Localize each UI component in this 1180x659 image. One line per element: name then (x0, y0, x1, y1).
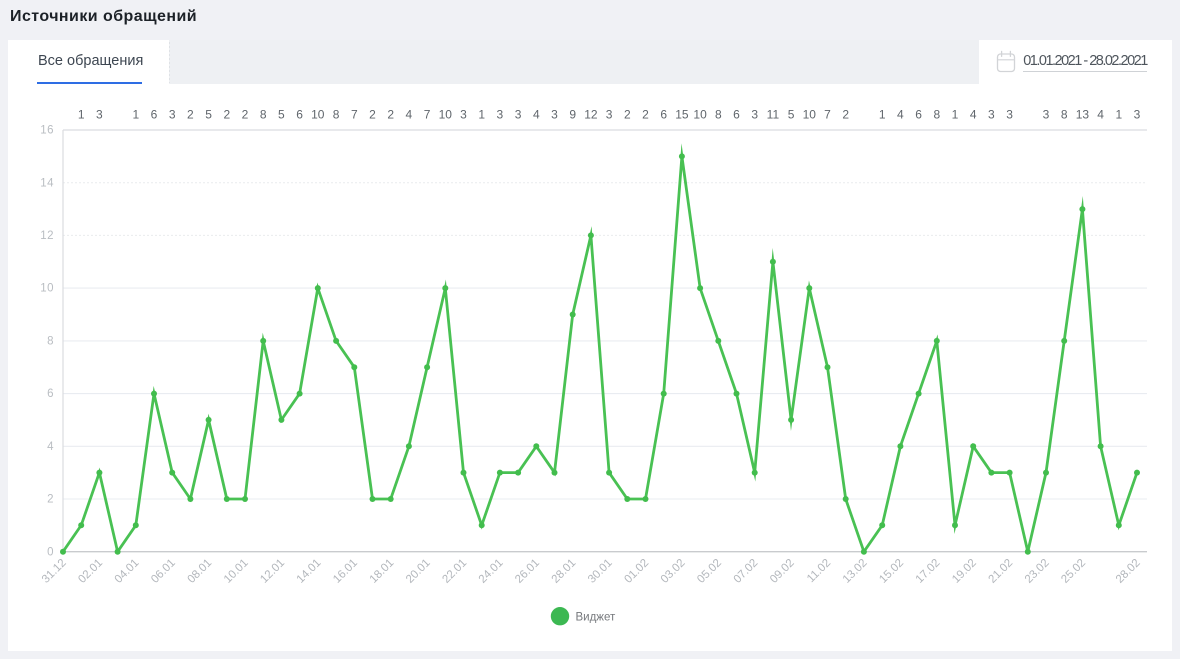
svg-text:3: 3 (751, 108, 758, 122)
svg-text:8: 8 (260, 108, 267, 122)
svg-text:8: 8 (933, 108, 940, 122)
svg-text:1: 1 (879, 108, 886, 122)
svg-text:14.01: 14.01 (295, 557, 324, 586)
svg-text:2: 2 (47, 494, 54, 506)
svg-text:1: 1 (478, 108, 485, 122)
svg-text:22.01: 22.01 (440, 557, 469, 586)
svg-text:7: 7 (351, 108, 358, 122)
svg-text:2: 2 (242, 108, 249, 122)
svg-text:04.01: 04.01 (113, 557, 142, 586)
svg-text:14: 14 (40, 177, 54, 189)
svg-text:3: 3 (515, 108, 522, 122)
svg-text:15: 15 (675, 108, 689, 122)
svg-text:3: 3 (551, 108, 558, 122)
svg-text:7: 7 (824, 108, 831, 122)
svg-text:3: 3 (169, 108, 176, 122)
svg-text:4: 4 (47, 441, 54, 453)
svg-text:10: 10 (803, 108, 817, 122)
svg-text:3: 3 (1043, 108, 1050, 122)
svg-text:2: 2 (387, 108, 394, 122)
svg-text:3: 3 (1134, 108, 1141, 122)
svg-text:17.02: 17.02 (914, 557, 943, 586)
svg-text:05.02: 05.02 (695, 557, 724, 586)
svg-text:6: 6 (733, 108, 740, 122)
svg-text:15.02: 15.02 (877, 557, 906, 586)
svg-text:2: 2 (624, 108, 631, 122)
svg-text:13.02: 13.02 (841, 557, 870, 586)
svg-text:7: 7 (424, 108, 431, 122)
svg-text:1: 1 (1115, 108, 1122, 122)
svg-text:10: 10 (693, 108, 707, 122)
svg-text:8: 8 (47, 336, 54, 348)
svg-text:3: 3 (460, 108, 467, 122)
svg-text:21.02: 21.02 (986, 557, 1015, 586)
svg-text:01.02: 01.02 (622, 557, 651, 586)
svg-text:Виджет: Виджет (576, 612, 617, 624)
svg-text:6: 6 (151, 108, 158, 122)
svg-text:03.02: 03.02 (659, 557, 688, 586)
svg-text:06.01: 06.01 (149, 557, 178, 586)
svg-text:10.01: 10.01 (222, 557, 251, 586)
svg-text:2: 2 (369, 108, 376, 122)
svg-text:4: 4 (533, 108, 540, 122)
svg-text:28.02: 28.02 (1114, 557, 1143, 586)
svg-text:19.02: 19.02 (950, 557, 979, 586)
svg-text:3: 3 (96, 108, 103, 122)
svg-text:28.01: 28.01 (550, 557, 579, 586)
svg-text:3: 3 (497, 108, 504, 122)
svg-text:07.02: 07.02 (732, 557, 761, 586)
svg-text:4: 4 (1097, 108, 1104, 122)
svg-text:12: 12 (584, 108, 598, 122)
svg-text:1: 1 (952, 108, 959, 122)
svg-text:3: 3 (988, 108, 995, 122)
svg-text:5: 5 (788, 108, 795, 122)
svg-text:6: 6 (915, 108, 922, 122)
svg-text:10: 10 (439, 108, 453, 122)
svg-text:1: 1 (132, 108, 139, 122)
svg-text:2: 2 (642, 108, 649, 122)
svg-text:30.01: 30.01 (586, 557, 615, 586)
svg-text:13: 13 (1076, 108, 1090, 122)
svg-text:08.01: 08.01 (185, 557, 214, 586)
svg-text:16.01: 16.01 (331, 557, 360, 586)
svg-text:09.02: 09.02 (768, 557, 797, 586)
svg-text:6: 6 (296, 108, 303, 122)
svg-text:9: 9 (569, 108, 576, 122)
svg-text:26.01: 26.01 (513, 557, 542, 586)
svg-text:16: 16 (40, 125, 54, 137)
svg-text:12: 12 (40, 230, 54, 242)
svg-text:18.01: 18.01 (368, 557, 397, 586)
svg-text:8: 8 (1061, 108, 1068, 122)
svg-text:8: 8 (715, 108, 722, 122)
svg-text:5: 5 (278, 108, 285, 122)
svg-text:4: 4 (970, 108, 977, 122)
svg-text:3: 3 (1006, 108, 1013, 122)
svg-text:31.12: 31.12 (40, 557, 69, 586)
svg-text:24.01: 24.01 (477, 557, 506, 586)
svg-text:12.01: 12.01 (258, 557, 287, 586)
svg-text:23.02: 23.02 (1023, 557, 1052, 586)
svg-text:3: 3 (606, 108, 613, 122)
svg-text:02.01: 02.01 (76, 557, 105, 586)
svg-text:10: 10 (40, 283, 54, 295)
svg-text:25.02: 25.02 (1059, 557, 1088, 586)
svg-text:10: 10 (311, 108, 325, 122)
svg-text:5: 5 (205, 108, 212, 122)
svg-text:4: 4 (406, 108, 413, 122)
svg-text:11: 11 (767, 108, 780, 122)
svg-text:6: 6 (47, 388, 54, 400)
svg-text:11.02: 11.02 (805, 557, 833, 585)
svg-text:2: 2 (223, 108, 230, 122)
svg-text:6: 6 (660, 108, 667, 122)
svg-text:20.01: 20.01 (404, 557, 433, 586)
svg-text:2: 2 (187, 108, 194, 122)
svg-text:0: 0 (47, 546, 54, 558)
svg-text:2: 2 (842, 108, 849, 122)
svg-text:1: 1 (78, 108, 85, 122)
svg-text:8: 8 (333, 108, 340, 122)
svg-text:4: 4 (897, 108, 904, 122)
